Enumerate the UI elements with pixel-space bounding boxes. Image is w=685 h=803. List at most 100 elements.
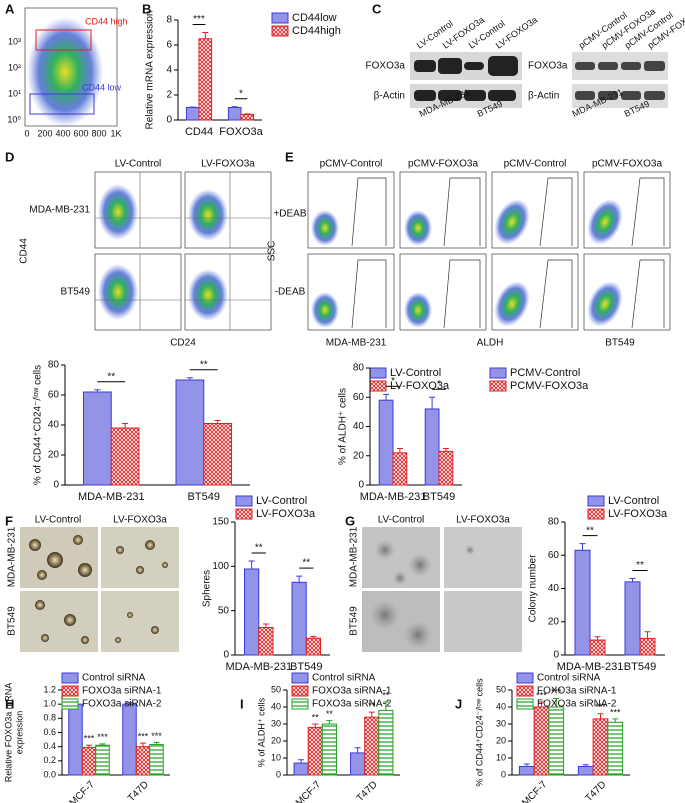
y-tick-label: 150 [212, 517, 229, 528]
column-label: LV-Control [378, 515, 425, 526]
y-tick-label: 80 [353, 363, 365, 374]
y-tick-label: 0 [358, 480, 364, 491]
error-bar [326, 720, 333, 724]
cytometry-cloud [27, 17, 103, 127]
row-label: BT549 [61, 287, 91, 298]
y-tick-label: 100 [212, 561, 229, 572]
bar [589, 639, 606, 656]
significance-label: ** [302, 558, 310, 569]
significance-label: *** [595, 702, 606, 712]
row-label: MDA-MB-231 [349, 526, 360, 587]
y-axis-label: Relative mRNA expression [145, 11, 156, 130]
error-bar [94, 389, 101, 392]
x-tick-label: MCF-7 [520, 779, 550, 803]
legend-swatch [271, 25, 289, 37]
significance-label: *** [151, 731, 162, 741]
error-bar [296, 575, 303, 583]
y-tick-label: 10 [271, 752, 281, 762]
axis-label: ALDH [477, 338, 504, 349]
legend-swatch [587, 495, 605, 507]
bar [424, 408, 440, 486]
row-label: MDA-MB-231 [7, 526, 18, 587]
bar [321, 723, 337, 776]
y-tick-label: 80 [548, 517, 560, 528]
x-tick-label: BT549 [624, 661, 656, 673]
gate-label: CD44 low [82, 82, 122, 92]
y-tick-label: 60 [353, 392, 365, 403]
x-tick-label: BT549 [290, 661, 322, 673]
row-label: MDA-MB-231 [29, 205, 90, 216]
bar [364, 716, 380, 776]
legend-swatch [516, 672, 534, 684]
error-bar [214, 420, 221, 424]
bar [607, 721, 624, 776]
column-label: LV-Control [115, 159, 162, 170]
legend-label: Control siRNA [537, 673, 601, 684]
bar [240, 113, 255, 121]
bar [518, 766, 535, 776]
y-tick-label: 80 [48, 360, 60, 371]
y-tick-label: 1.2 [43, 684, 56, 694]
significance-label: *** [97, 732, 108, 742]
panel-letter: J [455, 696, 462, 711]
legend-swatch [61, 698, 79, 710]
significance-label: ** [326, 709, 334, 719]
column-label: LV-FOXO3a [456, 515, 510, 526]
legend-label: FOXO3a siRNA-1 [537, 686, 617, 697]
bar [307, 726, 323, 776]
bar-chart: 0 20 40 60 80 % of CD44⁺CD24⁻/ˡᵒʷ cells MDA-MB… [33, 359, 450, 503]
error-bar [442, 447, 449, 452]
significance-label: *** [138, 732, 149, 742]
y-axis-label: % of CD44⁺CD24⁻/ˡᵒʷ cells [474, 678, 484, 787]
legend-label: LV-Control [608, 495, 659, 507]
error-bar [86, 744, 92, 748]
panel-g: G LV-Control LV-FOXO3a MDA-MB-231 BT549 [345, 513, 522, 652]
legend-label: FOXO3a siRNA-2 [82, 699, 162, 710]
y-tick-label: 10⁰ [7, 114, 21, 124]
error-bar [310, 635, 317, 639]
y-tick-label: 20 [48, 450, 60, 461]
x-tick-label: MDA-MB-231 [225, 661, 292, 673]
x-tick-label: CD44 [185, 126, 213, 138]
bar-chart: I 0 10 20 30 40 50 % of ALDH⁺ cells MCF-7 ** ** T47… [240, 672, 400, 803]
significance-label: *** [193, 14, 205, 25]
bar [350, 752, 366, 776]
legend-label: PCMV-FOXO3a [510, 380, 589, 392]
legend-label: FOXO3a siRNA-2 [537, 699, 617, 710]
y-tick-label: 30 [496, 718, 506, 728]
legend-label: FOXO3a siRNA-1 [82, 686, 162, 697]
bar [68, 703, 83, 776]
bar [244, 568, 260, 656]
bar-chart: J 0 10 20 30 40 50 % of CD44⁺CD24⁻/ˡᵒʷ cells MCF… [455, 672, 630, 803]
y-tick-label: 8 [166, 15, 172, 26]
column-label: LV-FOXO3a [201, 159, 255, 170]
protein-label: FOXO3a [366, 61, 406, 72]
y-tick-label: 40 [271, 701, 281, 711]
bar [438, 450, 454, 486]
panel-letter: G [345, 513, 355, 528]
x-tick-label: 800 [91, 128, 106, 138]
bar [392, 452, 408, 486]
panel-f: F LV-Control LV-FOXO3a MDA-MB-231 BT549 [5, 513, 179, 652]
error-bar [629, 578, 636, 582]
bar [305, 637, 321, 656]
bar [81, 746, 97, 776]
legend-swatch [516, 698, 534, 710]
axis-label: CD44 [19, 238, 30, 264]
y-tick-label: 0.4 [43, 741, 56, 751]
panel-letter: E [285, 149, 294, 164]
legend-label: LV-FOXO3a [608, 508, 668, 520]
y-tick-label: 10 [496, 752, 506, 762]
legend-label: FOXO3a siRNA-1 [312, 686, 392, 697]
bar [95, 744, 110, 776]
error-bar [644, 631, 651, 639]
legend-swatch [61, 685, 79, 697]
bands [575, 61, 665, 100]
bar [639, 637, 656, 656]
error-bar [594, 636, 601, 641]
legend-swatch [271, 12, 289, 24]
legend-swatch [369, 367, 387, 379]
bar-chart: 0 20 40 60 80 % of ALDH⁺ cells MDA-MB-231 * BT54… [338, 363, 589, 503]
y-axis-label: % of ALDH⁺ cells [338, 388, 349, 465]
error-bar [523, 763, 530, 767]
